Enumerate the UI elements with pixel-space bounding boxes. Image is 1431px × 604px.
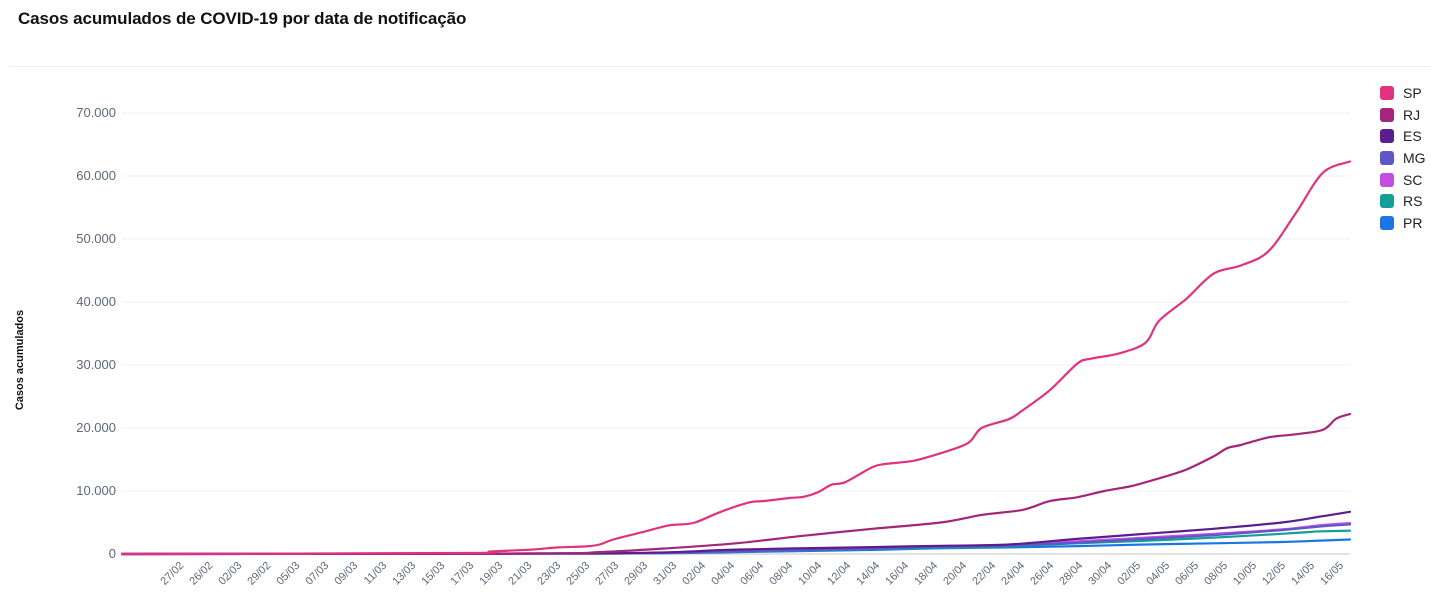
x-tick-label: 06/05	[1173, 560, 1201, 588]
legend-item-sp[interactable]: SP	[1380, 84, 1426, 102]
x-tick-label: 07/03	[303, 560, 331, 588]
x-tick-label: 27/03	[593, 560, 621, 588]
legend-label: PR	[1403, 215, 1423, 232]
x-tick-label: 23/03	[535, 560, 563, 588]
x-tick-label: 10/05	[1231, 560, 1259, 588]
y-tick-label: 70.000	[76, 105, 116, 120]
series-line-sp	[120, 160, 1352, 556]
y-tick-labels: 0 10.000 20.000 30.000 40.000 50.000 60.000 70.…	[76, 105, 116, 561]
x-tick-label: 15/03	[419, 560, 447, 588]
x-tick-label: 08/04	[767, 560, 795, 588]
legend-label: MG	[1403, 150, 1426, 167]
legend: SP RJ ES MG SC RS PR	[1380, 84, 1426, 236]
x-tick-label: 02/03	[216, 560, 244, 588]
legend-item-es[interactable]: ES	[1380, 127, 1426, 145]
x-tick-labels: 27/02 26/02 02/03 29/02 05/03 07/03 09/03 11/03…	[158, 560, 1346, 588]
x-tick-label: 28/04	[1057, 560, 1085, 588]
x-tick-label: 31/03	[651, 560, 679, 588]
x-tick-label: 17/03	[448, 560, 476, 588]
x-tick-label: 30/04	[1086, 560, 1114, 588]
x-tick-label: 26/02	[187, 560, 215, 588]
x-tick-label: 09/03	[332, 560, 360, 588]
x-tick-label: 26/04	[1028, 560, 1056, 588]
legend-item-mg[interactable]: MG	[1380, 149, 1426, 167]
x-tick-label: 14/05	[1289, 560, 1317, 588]
x-tick-label: 24/04	[999, 560, 1027, 588]
y-tick-label: 0	[109, 546, 116, 561]
legend-label: SC	[1403, 171, 1423, 188]
legend-swatch	[1380, 129, 1394, 144]
x-tick-label: 10/04	[796, 560, 824, 588]
legend-swatch	[1380, 107, 1394, 122]
x-tick-label: 06/04	[738, 560, 766, 588]
legend-label: SP	[1403, 85, 1422, 101]
x-tick-label: 14/04	[854, 560, 882, 588]
y-tick-label: 20.000	[76, 420, 116, 435]
legend-swatch	[1380, 86, 1394, 100]
x-tick-label: 04/04	[709, 560, 737, 588]
chart-title: Casos acumulados de COVID-19 por data de…	[18, 9, 467, 28]
x-tick-label: 11/03	[362, 560, 389, 587]
x-tick-label: 12/05	[1260, 560, 1288, 588]
y-tick-label: 10.000	[76, 483, 116, 498]
y-tick-label: 60.000	[76, 168, 116, 183]
x-tick-label: 29/02	[245, 560, 273, 588]
x-tick-label: 04/05	[1144, 560, 1172, 588]
legend-swatch	[1380, 151, 1394, 166]
legend-item-sc[interactable]: SC	[1380, 171, 1426, 189]
legend-label: ES	[1403, 128, 1422, 145]
x-tick-label: 22/04	[970, 560, 998, 588]
x-tick-label: 16/05	[1318, 560, 1346, 588]
y-tick-label: 30.000	[76, 357, 116, 372]
title-divider	[10, 66, 1431, 67]
x-tick-label: 02/04	[680, 560, 708, 588]
x-tick-label: 19/03	[477, 560, 505, 588]
x-tick-label: 05/03	[274, 560, 302, 588]
x-tick-label: 20/04	[941, 560, 969, 588]
x-tick-label: 12/04	[825, 560, 853, 588]
x-tick-label: 16/04	[883, 560, 911, 588]
x-tick-label: 18/04	[912, 560, 940, 588]
legend-item-rs[interactable]: RS	[1380, 192, 1426, 210]
x-tick-label: 25/03	[564, 560, 592, 588]
legend-label: RJ	[1403, 106, 1421, 123]
x-tick-label: 02/05	[1115, 560, 1143, 588]
x-tick-label: 21/03	[506, 560, 534, 588]
series-line-rj	[120, 413, 1352, 556]
series-lines	[120, 160, 1352, 556]
legend-swatch	[1380, 194, 1394, 209]
y-tick-label: 50.000	[76, 231, 116, 246]
x-tick-label: 29/03	[622, 560, 650, 588]
legend-swatch	[1380, 172, 1394, 187]
y-tick-label: 40.000	[76, 294, 116, 309]
gridlines	[122, 112, 1350, 555]
x-tick-label: 13/03	[390, 560, 418, 588]
legend-item-rj[interactable]: RJ	[1380, 106, 1426, 124]
legend-item-pr[interactable]: PR	[1380, 214, 1426, 232]
x-tick-label: 27/02	[158, 560, 186, 588]
legend-swatch	[1380, 216, 1394, 231]
series-line-es	[120, 510, 1352, 556]
legend-label: RS	[1403, 193, 1423, 210]
x-tick-label: 08/05	[1202, 560, 1230, 588]
